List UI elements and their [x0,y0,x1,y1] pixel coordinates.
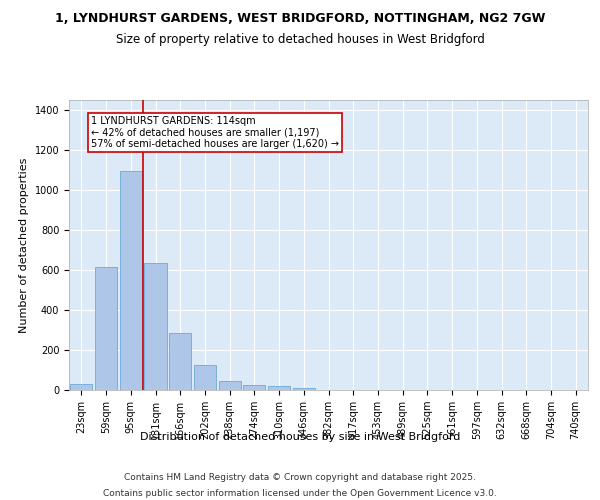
Bar [95,267,117,390]
Bar [218,382,241,390]
Bar [145,263,167,390]
Text: Distribution of detached houses by size in West Bridgford: Distribution of detached houses by size … [140,432,460,442]
Text: 1 LYNDHURST GARDENS: 114sqm
← 42% of detached houses are smaller (1,197)
57% of : 1 LYNDHURST GARDENS: 114sqm ← 42% of det… [91,116,339,149]
Bar [194,365,216,390]
Bar [119,171,142,390]
Text: Contains HM Land Registry data © Crown copyright and database right 2025.: Contains HM Land Registry data © Crown c… [124,472,476,482]
Text: 1, LYNDHURST GARDENS, WEST BRIDGFORD, NOTTINGHAM, NG2 7GW: 1, LYNDHURST GARDENS, WEST BRIDGFORD, NO… [55,12,545,26]
Bar [70,384,92,390]
Bar [243,385,265,390]
Text: Size of property relative to detached houses in West Bridgford: Size of property relative to detached ho… [116,32,484,46]
Y-axis label: Number of detached properties: Number of detached properties [19,158,29,332]
Text: Contains public sector information licensed under the Open Government Licence v3: Contains public sector information licen… [103,489,497,498]
Bar [293,388,315,390]
Bar [169,333,191,390]
Bar [268,386,290,390]
